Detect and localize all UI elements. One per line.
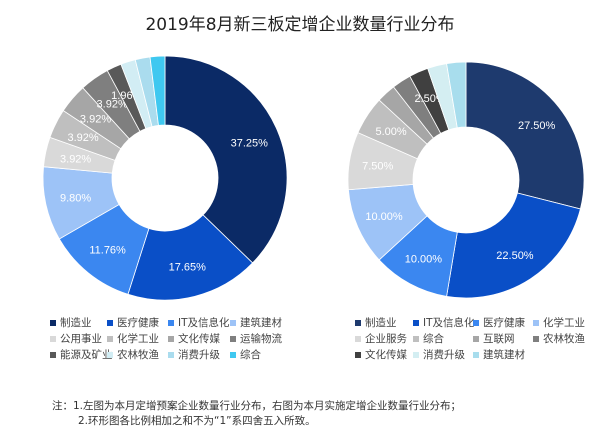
data-label: 17.65% — [169, 262, 207, 274]
data-label: 3.92% — [80, 113, 111, 125]
legend-item: 建筑建材 — [473, 347, 525, 362]
legend-label: 文化传媒 — [365, 349, 407, 361]
legend-label: 农林牧渔 — [543, 333, 585, 345]
legend-label: 医疗健康 — [483, 317, 525, 329]
legend-item: 消费升级 — [413, 347, 465, 362]
legend-label: 综合 — [423, 333, 444, 345]
slice-IT及信息化 — [446, 192, 581, 299]
legend-swatch — [473, 335, 479, 342]
legend-label: 建筑建材 — [483, 349, 525, 361]
legend-item: 农林牧渔 — [107, 347, 159, 362]
legend-swatch — [107, 335, 113, 342]
legend-item: 能源及矿业 — [50, 347, 113, 362]
note-line-1: 注：1.左图为本月定增预案企业数量行业分布，右图为本月实施定增企业数量行业分布； — [52, 400, 462, 412]
legend-label: 建筑建材 — [240, 317, 282, 329]
slice-综合 — [149, 55, 166, 126]
legend-label: 综合 — [240, 349, 261, 361]
legend-item: 文化传媒 — [168, 331, 220, 346]
legend-label: IT及信息化 — [178, 317, 230, 329]
legend-item: 综合 — [413, 331, 444, 346]
legend-swatch — [168, 335, 174, 342]
legend-item: 化学工业 — [533, 315, 585, 330]
slice-医疗健康 — [127, 214, 254, 301]
data-label: 3.92% — [68, 132, 99, 144]
legend-swatch — [50, 335, 56, 342]
legend-item: IT及信息化 — [168, 315, 230, 330]
legend-swatch — [168, 351, 174, 358]
legend-swatch — [533, 335, 539, 342]
legend-item: 公用事业 — [50, 331, 102, 346]
legend-label: 制造业 — [365, 317, 397, 329]
legend-label: 公用事业 — [60, 333, 102, 345]
legend-swatch — [473, 319, 479, 326]
legend-swatch — [230, 335, 236, 342]
legend-label: 能源及矿业 — [60, 349, 113, 361]
legend-swatch — [473, 351, 479, 358]
legend-swatch — [168, 319, 174, 326]
legend-swatch — [107, 351, 113, 358]
data-label: 3.92% — [60, 153, 91, 165]
legend-item: 医疗健康 — [107, 315, 159, 330]
legend-item: 互联网 — [473, 331, 515, 346]
legend-swatch — [107, 319, 113, 326]
legend-item: 农林牧渔 — [533, 331, 585, 346]
legend-label: 制造业 — [60, 317, 92, 329]
legend-item: 企业服务 — [355, 331, 407, 346]
data-label: 5.00% — [375, 126, 406, 138]
legend-label: 消费升级 — [423, 349, 465, 361]
slice-建筑建材 — [446, 61, 467, 129]
legend-label: IT及信息化 — [423, 317, 475, 329]
data-label: 10.00% — [405, 254, 443, 266]
legend-swatch — [355, 351, 361, 358]
slice-制造业 — [465, 61, 585, 210]
legend-label: 医疗健康 — [117, 317, 159, 329]
note-line-2: 2.环形图各比例相加之和不为“1”系四舍五入所致。 — [78, 415, 316, 427]
data-label: 10.00% — [365, 211, 403, 223]
legend-label: 化学工业 — [117, 333, 159, 345]
legend-label: 企业服务 — [365, 333, 407, 345]
legend-swatch — [230, 319, 236, 326]
legend-item: 消费升级 — [168, 347, 220, 362]
legend-swatch — [413, 351, 419, 358]
legend-swatch — [230, 351, 236, 358]
legend-swatch — [533, 319, 539, 326]
legend-swatch — [413, 335, 419, 342]
data-label: 7.50% — [362, 160, 393, 172]
legend-swatch — [50, 351, 56, 358]
data-label: 11.76% — [89, 244, 126, 256]
legend-swatch — [413, 319, 419, 326]
legend-label: 化学工业 — [543, 317, 585, 329]
legend-item: 制造业 — [50, 315, 92, 330]
data-label: 9.80% — [60, 193, 91, 205]
legend-label: 运输物流 — [240, 333, 282, 345]
legend-item: 综合 — [230, 347, 261, 362]
data-label: 27.50% — [518, 120, 556, 132]
legend-item: IT及信息化 — [413, 315, 475, 330]
legend-item: 建筑建材 — [230, 315, 282, 330]
legend-swatch — [355, 335, 361, 342]
data-label: 37.25% — [231, 137, 269, 149]
legend-label: 消费升级 — [178, 349, 220, 361]
legend-item: 制造业 — [355, 315, 397, 330]
legend-label: 农林牧渔 — [117, 349, 159, 361]
legend-item: 文化传媒 — [355, 347, 407, 362]
chart-title: 2019年8月新三板定增企业数量行业分布 — [145, 15, 455, 35]
legend-item: 化学工业 — [107, 331, 159, 346]
legend-item: 运输物流 — [230, 331, 282, 346]
legend-label: 互联网 — [483, 333, 515, 345]
legend-swatch — [355, 319, 361, 326]
slice-制造业 — [164, 55, 288, 264]
legend-label: 文化传媒 — [178, 333, 220, 345]
legend-item: 医疗健康 — [473, 315, 525, 330]
data-label: 22.50% — [496, 250, 534, 262]
data-label: 3.92% — [97, 98, 128, 110]
legend-swatch — [50, 319, 56, 326]
